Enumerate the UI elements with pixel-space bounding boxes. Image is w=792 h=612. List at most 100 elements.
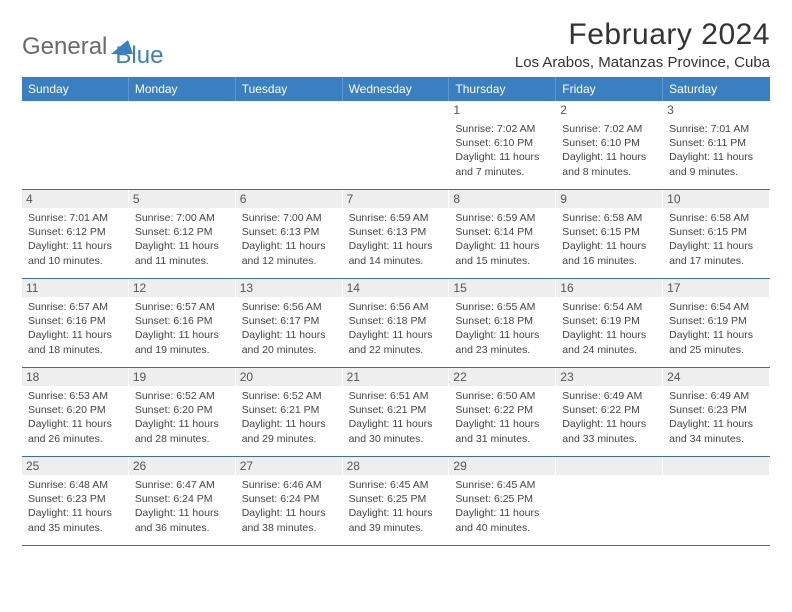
day-number: 7 (343, 190, 449, 208)
weekday-header: Tuesday (236, 77, 343, 101)
calendar: SundayMondayTuesdayWednesdayThursdayFrid… (22, 77, 770, 546)
day-cell: 3Sunrise: 7:01 AMSunset: 6:11 PMDaylight… (663, 101, 770, 189)
weekday-header: Monday (129, 77, 236, 101)
weekday-header: Thursday (449, 77, 556, 101)
day-number: 25 (22, 457, 128, 475)
day-cell: 17Sunrise: 6:54 AMSunset: 6:19 PMDayligh… (663, 279, 770, 367)
sunrise-line: Sunrise: 6:50 AM (455, 389, 549, 403)
week-row: 1Sunrise: 7:02 AMSunset: 6:10 PMDaylight… (22, 101, 770, 190)
sunrise-line: Sunrise: 6:45 AM (455, 478, 549, 492)
sunrise-line: Sunrise: 6:55 AM (455, 300, 549, 314)
day-number: 27 (236, 457, 342, 475)
day-cell: 9Sunrise: 6:58 AMSunset: 6:15 PMDaylight… (556, 190, 663, 278)
weekday-header-row: SundayMondayTuesdayWednesdayThursdayFrid… (22, 77, 770, 101)
day-number: 20 (236, 368, 342, 386)
sunset-line: Sunset: 6:15 PM (562, 225, 656, 239)
week-row: 4Sunrise: 7:01 AMSunset: 6:12 PMDaylight… (22, 190, 770, 279)
weekday-header: Saturday (663, 77, 770, 101)
sunrise-line: Sunrise: 6:59 AM (455, 211, 549, 225)
day-cell: 16Sunrise: 6:54 AMSunset: 6:19 PMDayligh… (556, 279, 663, 367)
sunrise-line: Sunrise: 6:54 AM (669, 300, 763, 314)
day-cell: 28Sunrise: 6:45 AMSunset: 6:25 PMDayligh… (343, 457, 450, 545)
sunset-line: Sunset: 6:13 PM (242, 225, 336, 239)
day-number: 26 (129, 457, 235, 475)
day-number: 15 (449, 279, 555, 297)
day-cell: 26Sunrise: 6:47 AMSunset: 6:24 PMDayligh… (129, 457, 236, 545)
sunset-line: Sunset: 6:13 PM (349, 225, 443, 239)
day-cell: 1Sunrise: 7:02 AMSunset: 6:10 PMDaylight… (449, 101, 556, 189)
daylight-line: Daylight: 11 hours and 16 minutes. (562, 239, 656, 267)
day-number-bar-empty (556, 457, 662, 475)
day-cell: 24Sunrise: 6:49 AMSunset: 6:23 PMDayligh… (663, 368, 770, 456)
sunrise-line: Sunrise: 6:54 AM (562, 300, 656, 314)
sunrise-line: Sunrise: 6:59 AM (349, 211, 443, 225)
weekday-header: Friday (556, 77, 663, 101)
daylight-line: Daylight: 11 hours and 7 minutes. (455, 150, 549, 178)
day-cell: 29Sunrise: 6:45 AMSunset: 6:25 PMDayligh… (449, 457, 556, 545)
day-number: 19 (129, 368, 235, 386)
daylight-line: Daylight: 11 hours and 30 minutes. (349, 417, 443, 445)
day-cell: 6Sunrise: 7:00 AMSunset: 6:13 PMDaylight… (236, 190, 343, 278)
day-number: 18 (22, 368, 128, 386)
day-cell: 19Sunrise: 6:52 AMSunset: 6:20 PMDayligh… (129, 368, 236, 456)
sunset-line: Sunset: 6:21 PM (349, 403, 443, 417)
day-number: 6 (236, 190, 342, 208)
page-title: February 2024 (515, 18, 770, 52)
day-cell (22, 101, 129, 189)
sunrise-line: Sunrise: 6:49 AM (562, 389, 656, 403)
sunrise-line: Sunrise: 6:57 AM (28, 300, 122, 314)
sunset-line: Sunset: 6:10 PM (562, 136, 656, 150)
day-number: 8 (449, 190, 555, 208)
week-row: 25Sunrise: 6:48 AMSunset: 6:23 PMDayligh… (22, 457, 770, 546)
daylight-line: Daylight: 11 hours and 14 minutes. (349, 239, 443, 267)
day-number: 9 (556, 190, 662, 208)
day-cell (556, 457, 663, 545)
sunset-line: Sunset: 6:22 PM (562, 403, 656, 417)
day-cell: 23Sunrise: 6:49 AMSunset: 6:22 PMDayligh… (556, 368, 663, 456)
sunrise-line: Sunrise: 6:56 AM (349, 300, 443, 314)
weekday-header: Sunday (22, 77, 129, 101)
day-number: 10 (663, 190, 769, 208)
sunrise-line: Sunrise: 6:47 AM (135, 478, 229, 492)
sunset-line: Sunset: 6:25 PM (455, 492, 549, 506)
day-cell: 13Sunrise: 6:56 AMSunset: 6:17 PMDayligh… (236, 279, 343, 367)
day-number-bar-empty (663, 457, 769, 475)
daylight-line: Daylight: 11 hours and 18 minutes. (28, 328, 122, 356)
day-cell: 5Sunrise: 7:00 AMSunset: 6:12 PMDaylight… (129, 190, 236, 278)
daylight-line: Daylight: 11 hours and 20 minutes. (242, 328, 336, 356)
logo: General Blue (22, 18, 163, 70)
sunset-line: Sunset: 6:10 PM (455, 136, 549, 150)
sunset-line: Sunset: 6:20 PM (28, 403, 122, 417)
day-cell: 20Sunrise: 6:52 AMSunset: 6:21 PMDayligh… (236, 368, 343, 456)
week-row: 11Sunrise: 6:57 AMSunset: 6:16 PMDayligh… (22, 279, 770, 368)
sunrise-line: Sunrise: 7:00 AM (135, 211, 229, 225)
day-cell: 7 Sunrise: 6:59 AMSunset: 6:13 PMDaylight… (343, 190, 450, 278)
day-cell: 25Sunrise: 6:48 AMSunset: 6:23 PMDayligh… (22, 457, 129, 545)
day-number: 4 (22, 190, 128, 208)
sunset-line: Sunset: 6:11 PM (669, 136, 763, 150)
daylight-line: Daylight: 11 hours and 31 minutes. (455, 417, 549, 445)
day-cell (663, 457, 770, 545)
title-block: February 2024 Los Arabos, Matanzas Provi… (515, 18, 770, 71)
daylight-line: Daylight: 11 hours and 23 minutes. (455, 328, 549, 356)
location-text: Los Arabos, Matanzas Province, Cuba (515, 54, 770, 71)
day-cell (129, 101, 236, 189)
day-cell: 14Sunrise: 6:56 AMSunset: 6:18 PMDayligh… (343, 279, 450, 367)
day-number: 5 (129, 190, 235, 208)
daylight-line: Daylight: 11 hours and 15 minutes. (455, 239, 549, 267)
sunset-line: Sunset: 6:17 PM (242, 314, 336, 328)
sunrise-line: Sunrise: 6:53 AM (28, 389, 122, 403)
day-number: 14 (343, 279, 449, 297)
sunset-line: Sunset: 6:22 PM (455, 403, 549, 417)
weekday-header: Wednesday (343, 77, 450, 101)
weeks-container: 1Sunrise: 7:02 AMSunset: 6:10 PMDaylight… (22, 101, 770, 546)
week-row: 18 Sunrise: 6:53 AMSunset: 6:20 PM Dayligh… (22, 368, 770, 457)
sunrise-line: Sunrise: 7:02 AM (455, 122, 549, 136)
sunset-line: Sunset: 6:19 PM (669, 314, 763, 328)
sunrise-line: Sunrise: 6:52 AM (135, 389, 229, 403)
logo-text-blue: Blue (115, 24, 163, 70)
day-cell: 15Sunrise: 6:55 AMSunset: 6:18 PMDayligh… (449, 279, 556, 367)
day-cell (236, 101, 343, 189)
daylight-line: Daylight: 11 hours and 22 minutes. (349, 328, 443, 356)
sunrise-line: Sunrise: 6:57 AM (135, 300, 229, 314)
